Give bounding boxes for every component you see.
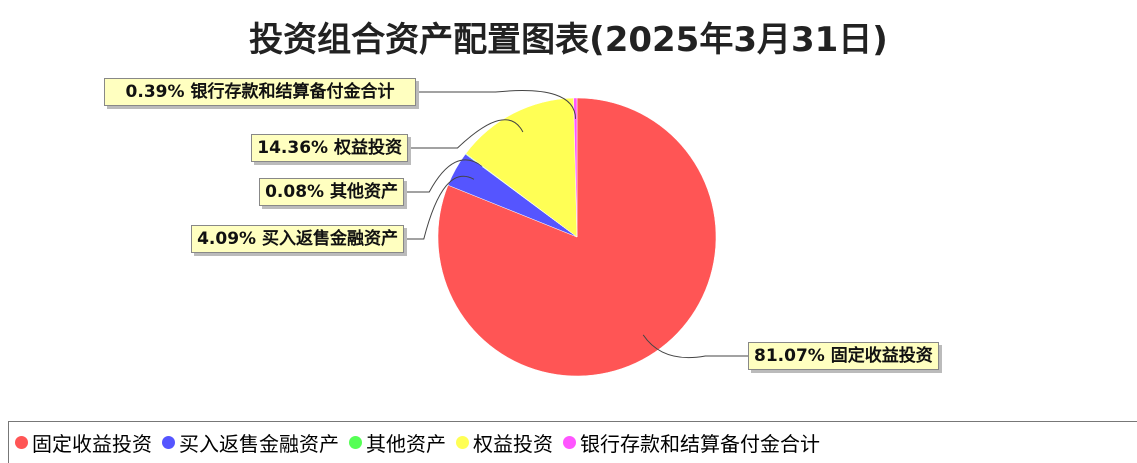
chart-title: 投资组合资产配置图表(2025年3月31日) [249,20,888,60]
pie-slice [573,97,578,238]
data-label: 0.08% 其他资产 [259,178,404,206]
data-label: 81.07% 固定收益投资 [748,342,939,370]
label-category: 买入返售金融资产 [262,229,398,249]
legend-item: 买入返售金融资产 [162,428,339,457]
legend-item: 其他资产 [349,428,446,457]
label-category: 银行存款和结算备付金合计 [190,82,395,102]
legend-marker [162,436,175,449]
legend-label: 买入返售金融资产 [179,432,339,456]
data-label: 4.09% 买入返售金融资产 [191,225,404,253]
leader-line [642,334,748,359]
leader-line [404,175,475,240]
legend-item: 权益投资 [456,428,553,457]
label-value: 14.36% [257,138,329,158]
leader-line [408,119,524,149]
label-value: 4.09% [197,229,257,249]
legend-label: 权益投资 [473,432,553,456]
legend-label: 其他资产 [366,432,446,456]
leader-line [404,159,483,193]
legend-item: 固定收益投资 [15,428,152,457]
label-value: 0.08% [265,182,325,202]
label-value: 81.07% [754,346,825,366]
legend: 固定收益投资 买入返售金融资产 其他资产 权益投资 银行存款和结算备付金合计 [8,421,1137,463]
legend-item: 银行存款和结算备付金合计 [563,428,820,457]
legend-marker [563,436,576,449]
label-value: 0.39% [125,82,185,102]
legend-marker [15,436,28,449]
pie-slice [465,97,578,238]
legend-marker [349,436,362,449]
legend-label: 固定收益投资 [32,432,152,456]
legend-label: 银行存款和结算备付金合计 [580,432,820,456]
legend-marker [456,436,469,449]
leader-line [416,90,577,119]
label-category: 权益投资 [334,138,402,158]
data-label: 14.36% 权益投资 [251,134,408,162]
data-label: 0.39% 银行存款和结算备付金合计 [104,78,416,106]
label-category: 其他资产 [330,182,398,202]
label-category: 固定收益投资 [830,346,933,366]
